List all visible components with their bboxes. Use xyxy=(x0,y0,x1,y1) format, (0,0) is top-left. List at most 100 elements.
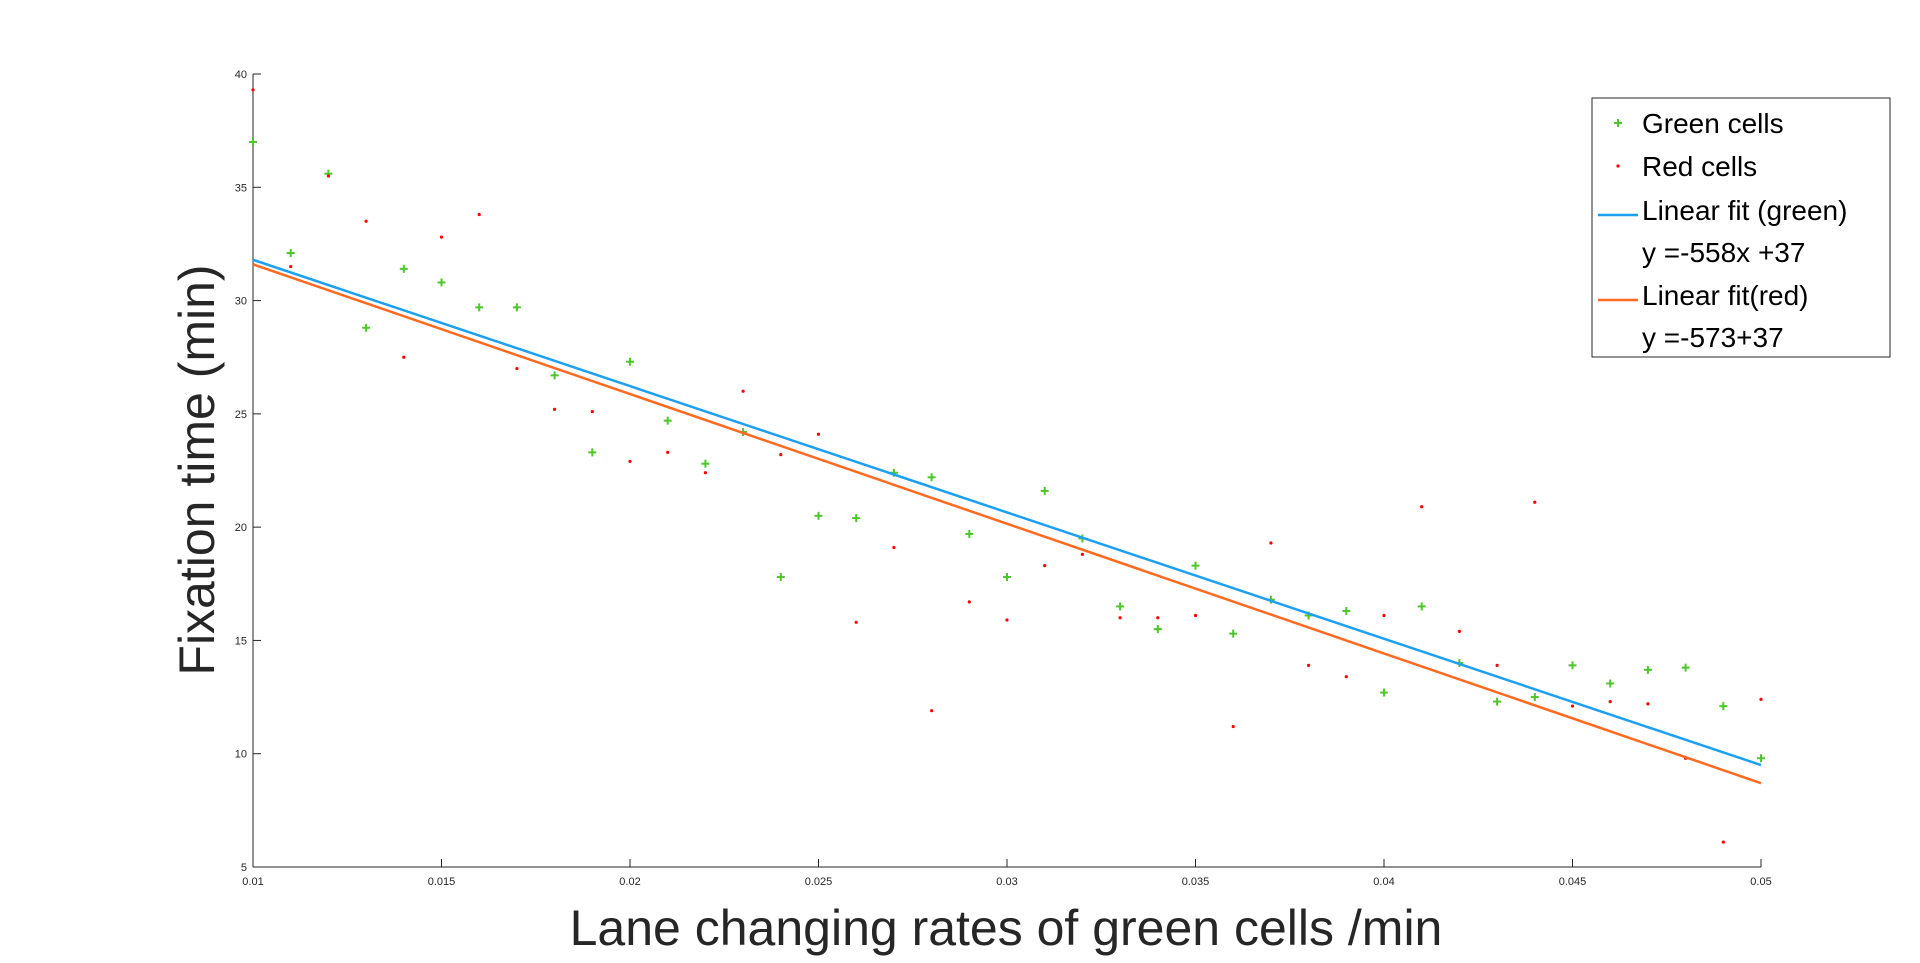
red-cell-point xyxy=(741,389,745,393)
legend-label: y =-573+37 xyxy=(1642,322,1784,353)
red-cell-point xyxy=(892,545,896,550)
y-tick-label: 20 xyxy=(235,522,247,534)
red-cell-point xyxy=(553,407,557,411)
green-cell-point xyxy=(1229,629,1238,638)
green-cell-point xyxy=(1380,688,1388,697)
x-tick-label: 0.045 xyxy=(1559,876,1587,888)
red-cell-point xyxy=(1231,724,1235,729)
green-cell-point xyxy=(512,303,521,312)
green-cell-point xyxy=(1040,486,1049,495)
y-tick-label: 25 xyxy=(235,409,247,421)
red-cell-point xyxy=(1118,616,1122,620)
red-cell-point xyxy=(1344,675,1348,679)
x-axis-title: Lane changing rates of green cells /min xyxy=(570,900,1443,956)
plot-area: 0.01 0.015 0.02 0.025 0.03 0.035 0.04 0.045 0.05… xyxy=(235,69,1772,888)
x-tick-label: 0.02 xyxy=(619,876,640,888)
red-cell-point xyxy=(930,709,934,713)
fit-lines xyxy=(252,258,1762,785)
y-tick-label: 10 xyxy=(235,749,247,761)
legend-label: y =-558x +37 xyxy=(1642,237,1805,268)
red-cell-point xyxy=(1570,704,1575,708)
green-cell-point xyxy=(1681,663,1690,672)
x-tick-label: 0.01 xyxy=(242,876,263,888)
green-cell-point xyxy=(1568,661,1577,670)
x-tick-label: 0.015 xyxy=(428,876,456,888)
green-cell-point xyxy=(1153,625,1162,634)
green-cell-point xyxy=(249,137,257,146)
green-cell-point xyxy=(814,511,823,520)
green-cell-point xyxy=(1116,602,1125,611)
red-cell-point xyxy=(1043,564,1047,568)
red-cell-point xyxy=(967,600,971,604)
red-cell-point xyxy=(1382,613,1386,618)
red-cell-point xyxy=(515,366,519,371)
green-cell-point xyxy=(475,303,484,312)
legend-item: Linear fit(red) xyxy=(1598,280,1809,311)
x-ticks: 0.01 0.015 0.02 0.025 0.03 0.035 0.04 0.045 0.05 xyxy=(242,859,1772,888)
legend-label: Linear fit(red) xyxy=(1642,280,1809,311)
green-cell-point xyxy=(550,371,559,380)
x-tick-label: 0.025 xyxy=(805,876,833,888)
y-tick-label: 5 xyxy=(241,862,247,874)
legend: Green cells Red cells Linear fit (green) y … xyxy=(1591,97,1891,358)
red-cell-point xyxy=(1759,697,1763,701)
legend-box xyxy=(1591,97,1891,358)
green-cell-point xyxy=(965,529,974,538)
green-cell-point xyxy=(1493,697,1502,706)
red-cell-point xyxy=(1457,629,1461,633)
green-cell-point xyxy=(1003,572,1011,581)
green-cell-point xyxy=(1342,606,1351,615)
red-cell-point xyxy=(1495,663,1499,667)
green-cell-point xyxy=(1606,679,1615,688)
x-tick-label: 0.035 xyxy=(1182,876,1210,888)
green-cell-point xyxy=(927,473,936,482)
red-cell-point xyxy=(289,264,293,269)
red-cell-point xyxy=(1193,613,1198,618)
x-tick-label: 0.04 xyxy=(1373,876,1394,888)
legend-item: Green cells xyxy=(1614,108,1784,139)
red-cell-point xyxy=(666,450,670,454)
red-cell-point xyxy=(326,174,330,178)
legend-symbol-plus xyxy=(1614,119,1622,127)
red-cell-point xyxy=(590,409,594,414)
red-cell-point xyxy=(1156,616,1160,620)
legend-item: y =-573+37 xyxy=(1642,322,1784,353)
legend-label: Green cells xyxy=(1642,108,1784,139)
red-cell-point xyxy=(628,459,632,464)
red-cell-point xyxy=(364,219,368,223)
green-cell-point xyxy=(286,248,295,257)
red-cell-point xyxy=(1646,702,1650,706)
green-cell-point xyxy=(1417,602,1426,611)
green-cell-point xyxy=(852,514,861,523)
red-cell-point xyxy=(816,432,821,436)
legend-item: Red cells xyxy=(1616,151,1757,182)
legend-item: y =-558x +37 xyxy=(1642,237,1805,268)
series-red-cells xyxy=(251,88,1763,844)
red-cell-point xyxy=(1608,700,1612,704)
green-cell-point xyxy=(1719,702,1728,711)
red-cell-point xyxy=(251,88,255,92)
x-tick-label: 0.03 xyxy=(996,876,1017,888)
x-tick-label: 0.05 xyxy=(1750,876,1771,888)
legend-symbol-dot xyxy=(1616,164,1620,168)
y-tick-label: 15 xyxy=(235,635,247,647)
linear-fit-green-line xyxy=(252,258,1762,767)
green-cell-point xyxy=(1530,693,1539,702)
legend-item: Linear fit (green) xyxy=(1598,195,1847,226)
red-cell-point xyxy=(477,212,481,217)
green-cell-point xyxy=(437,278,446,287)
red-cell-point xyxy=(1307,663,1311,667)
red-cell-point xyxy=(1721,840,1725,844)
green-cell-point xyxy=(1643,665,1652,674)
red-cell-point xyxy=(1420,505,1424,509)
red-cell-point xyxy=(439,235,444,239)
y-ticks: 5 10 15 20 25 30 35 40 xyxy=(235,69,261,874)
red-cell-point xyxy=(854,620,858,624)
green-cell-point xyxy=(399,264,408,273)
legend-label: Red cells xyxy=(1642,151,1757,182)
green-cell-point xyxy=(776,572,785,581)
green-cell-point xyxy=(588,448,597,457)
red-cell-point xyxy=(1080,552,1084,556)
red-cell-point xyxy=(402,355,406,359)
